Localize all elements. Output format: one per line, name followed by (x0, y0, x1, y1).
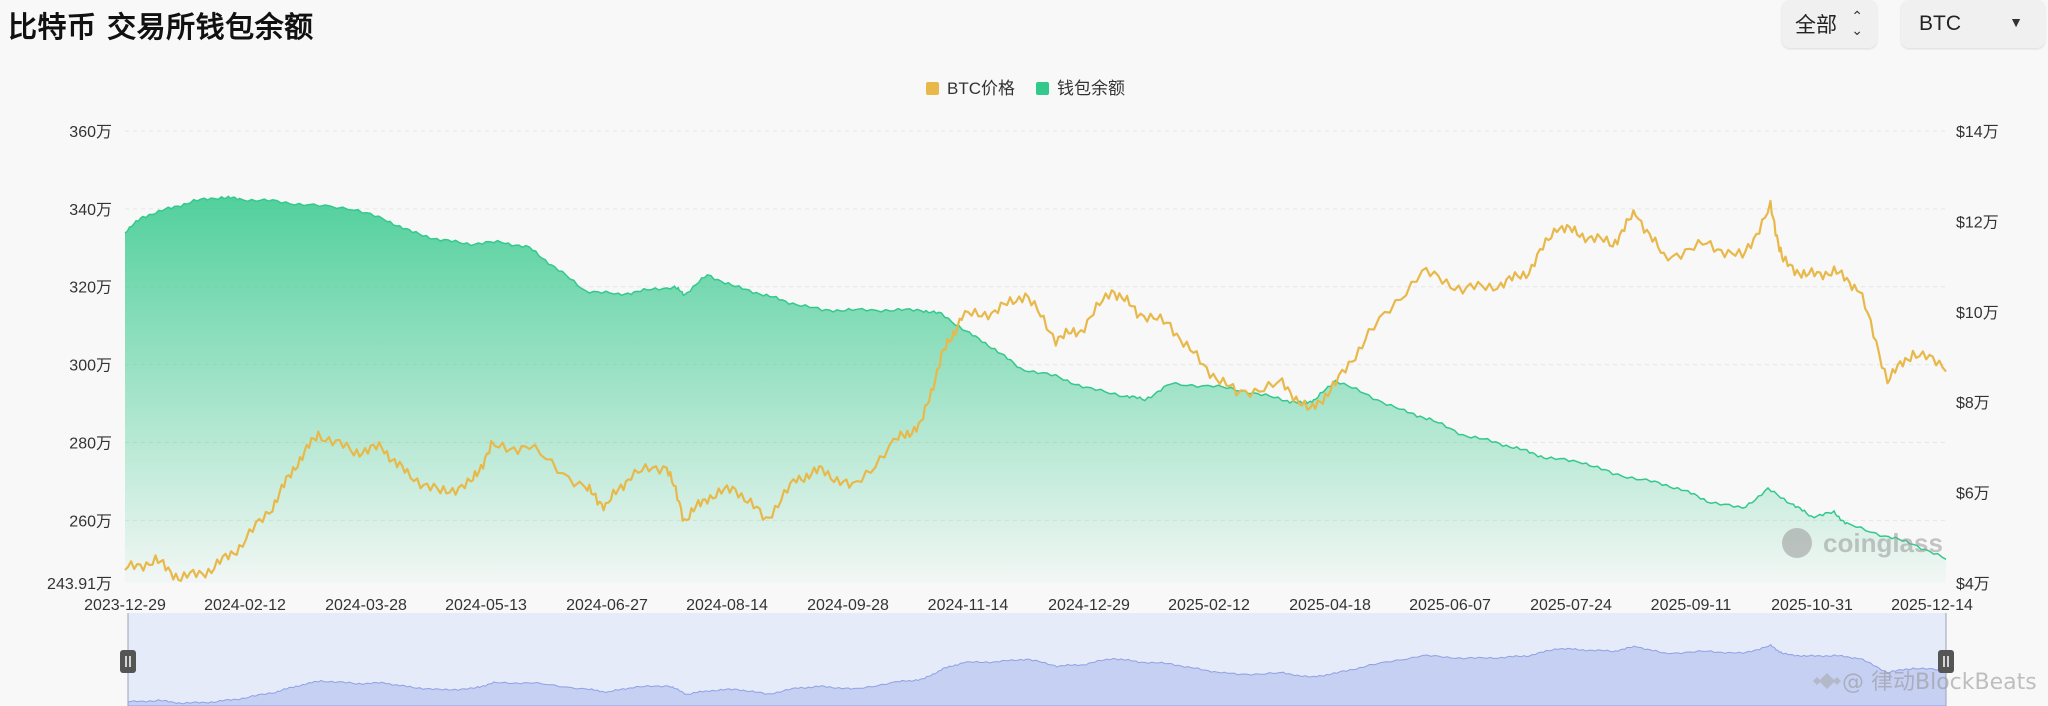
legend-label-price: BTC价格 (947, 79, 1015, 98)
x-tick-label: 2024-06-27 (566, 597, 648, 614)
coinglass-logo-icon (1782, 528, 1812, 558)
x-tick-label: 2025-04-18 (1289, 597, 1371, 614)
price-line (124, 199, 1947, 582)
x-tick-label: 2024-05-13 (445, 597, 527, 614)
range-select-label: 全部 (1795, 14, 1837, 37)
y-tick-label-right: $14万 (1956, 124, 1999, 141)
x-tick-label: 2024-09-28 (807, 597, 889, 614)
range-select[interactable]: 全部 ⌃ ⌄ (1782, 0, 1877, 48)
blockbeats-logo-icon (1813, 673, 1841, 689)
source-watermark-text: @ 律动BlockBeats (1842, 670, 2037, 695)
y-tick-label-left: 280万 (69, 435, 112, 452)
source-watermark: @ 律动BlockBeats (1813, 670, 2037, 695)
x-tick-label: 2023-12-29 (84, 597, 166, 614)
y-tick-label-right: $10万 (1956, 305, 1999, 322)
x-tick-label: 2024-12-29 (1048, 597, 1130, 614)
y-tick-label-left: 320万 (69, 280, 112, 297)
x-tick-label: 2025-02-12 (1168, 597, 1250, 614)
legend-label-balance: 钱包余额 (1057, 79, 1125, 98)
y-tick-label-left: 360万 (69, 124, 112, 141)
coin-select[interactable]: BTC ▼ (1901, 0, 2045, 48)
balance-area-fill (125, 196, 1946, 583)
y-axis-right: $14万 $12万 $10万 $8万 $6万 $4万 (1956, 124, 1999, 593)
balance-series (124, 195, 1947, 583)
y-tick-label-right: $4万 (1956, 576, 1990, 593)
y-tick-label-left: 260万 (69, 513, 112, 530)
coinglass-watermark: coinglass (1782, 528, 1943, 558)
x-axis: 2023-12-29 2024-02-12 2024-03-28 2024-05-13… (84, 597, 1973, 614)
x-tick-label: 2025-10-31 (1771, 597, 1853, 614)
navigator-handle-right[interactable] (1938, 613, 1954, 706)
chevron-up-down-icon: ⌃ ⌄ (1851, 8, 1863, 38)
x-tick-label: 2024-08-14 (686, 597, 768, 614)
y-tick-label-right: $12万 (1956, 214, 1999, 231)
legend-swatch-price (926, 82, 939, 95)
legend[interactable]: BTC价格 钱包余额 (926, 79, 1125, 98)
y-tick-label-left: 340万 (69, 202, 112, 219)
page-title: 比特币 交易所钱包余额 (8, 10, 314, 44)
legend-swatch-balance (1036, 82, 1049, 95)
y-tick-label-right: $6万 (1956, 486, 1990, 503)
y-tick-label-left: 300万 (69, 358, 112, 375)
navigator[interactable] (120, 613, 1954, 706)
drag-handle-icon (1938, 650, 1954, 673)
chevron-down-icon: ▼ (2009, 14, 2023, 30)
balance-line (124, 195, 1947, 560)
price-series (124, 199, 1947, 582)
navigator-area (127, 643, 1947, 706)
y-axis-left: 360万 340万 320万 300万 280万 260万 243.91万 (47, 124, 112, 593)
coin-select-label: BTC (1919, 12, 1961, 35)
x-tick-label: 2024-11-14 (928, 597, 1009, 614)
x-tick-label: 2025-06-07 (1409, 597, 1491, 614)
drag-handle-icon (120, 650, 136, 673)
x-tick-label: 2024-02-12 (204, 597, 286, 614)
y-tick-label-left: 243.91万 (47, 576, 112, 593)
x-tick-label: 2025-12-14 (1891, 597, 1973, 614)
navigator-handle-left[interactable] (120, 613, 136, 706)
x-tick-label: 2025-07-24 (1530, 597, 1612, 614)
x-tick-label: 2025-09-11 (1651, 597, 1732, 614)
y-tick-label-right: $8万 (1956, 395, 1990, 412)
x-tick-label: 2024-03-28 (325, 597, 407, 614)
coinglass-wordmark: coinglass (1823, 528, 1943, 558)
